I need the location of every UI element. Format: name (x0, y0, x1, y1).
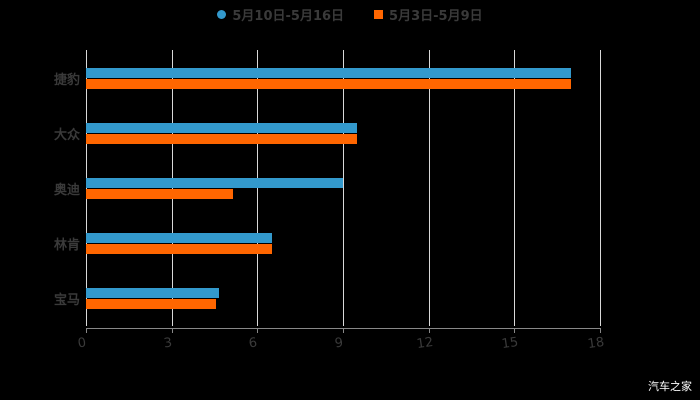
watermark-logo: 汽车之家 (648, 380, 692, 393)
bar-series-2[interactable] (86, 189, 234, 199)
x-tick (343, 328, 344, 333)
category-label: 奥迪 (53, 183, 80, 198)
x-tick-label: 18 (586, 334, 606, 353)
bar-series-1[interactable] (86, 288, 219, 299)
legend-circle-icon (217, 9, 227, 19)
gridline (514, 50, 516, 326)
x-tick-label: 15 (501, 334, 520, 353)
bar-series-2[interactable] (86, 299, 216, 310)
category-label: 宝马 (53, 293, 80, 309)
category-label: 林肯 (53, 238, 80, 254)
bar-series-2[interactable] (86, 133, 358, 144)
x-tick (428, 328, 430, 333)
gridline (428, 50, 430, 326)
x-tick-label: 6 (248, 335, 259, 352)
bar-series-2[interactable] (86, 244, 272, 255)
bar-series-1[interactable] (86, 67, 572, 78)
chart-legend: 5月10日-5月16日 5月3日-5月9日 (0, 4, 700, 24)
bar-series-1[interactable] (86, 122, 358, 133)
bar-series-1[interactable] (86, 233, 272, 244)
legend-item-series-2[interactable]: 5月3日-5月9日 (374, 4, 483, 24)
gridline (171, 50, 173, 326)
x-tick (171, 328, 173, 333)
x-tick (514, 328, 516, 333)
x-tick-label: 9 (333, 335, 345, 352)
gridline (86, 50, 87, 326)
bar-series-2[interactable] (86, 78, 572, 89)
gridline (600, 50, 601, 326)
gridline (257, 50, 259, 326)
legend-square-icon (374, 9, 384, 19)
legend-item-series-1[interactable]: 5月10日-5月16日 (217, 4, 344, 24)
x-tick (86, 328, 87, 333)
legend-label: 5月3日-5月9日 (389, 8, 483, 24)
x-tick-label: 12 (415, 334, 434, 353)
category-label: 捷豹 (53, 72, 80, 88)
x-tick (600, 328, 601, 333)
category-label: 大众 (53, 127, 80, 143)
x-tick (257, 328, 259, 333)
x-tick-label: 3 (162, 335, 173, 352)
x-tick-label: 0 (76, 335, 88, 352)
legend-label: 5月10日-5月16日 (232, 8, 345, 24)
bar-series-1[interactable] (86, 178, 343, 188)
plot-area (86, 50, 601, 326)
gridline (343, 50, 344, 326)
